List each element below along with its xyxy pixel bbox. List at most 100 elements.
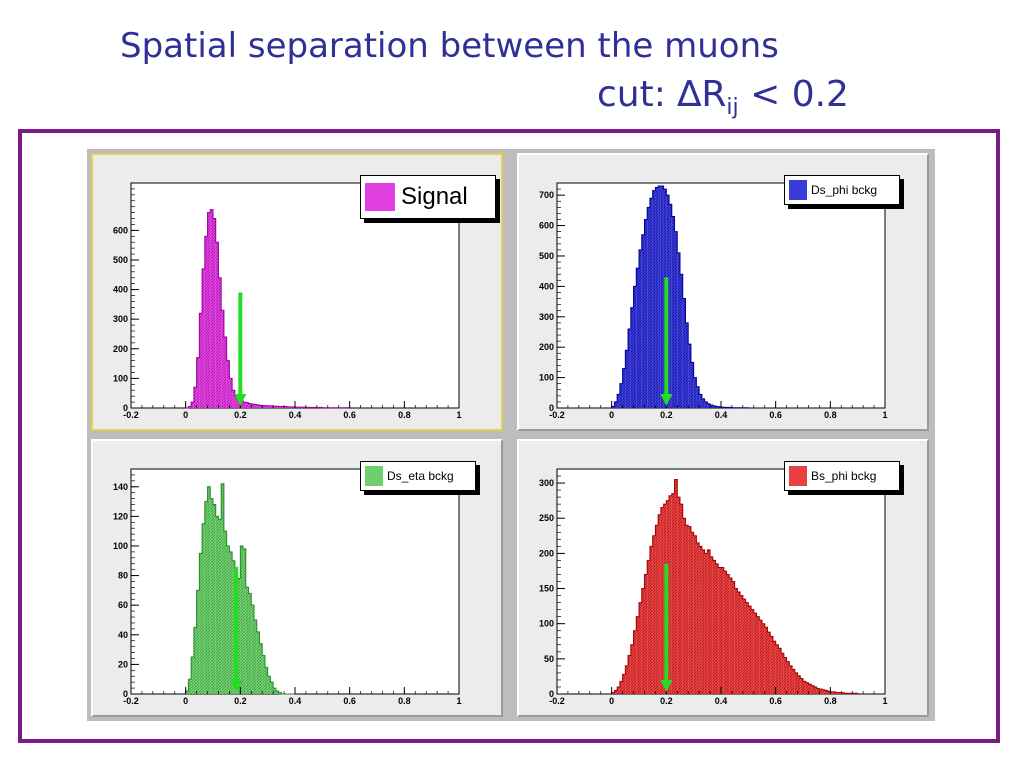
histogram-bar [196,357,200,408]
histogram-bar [218,277,222,408]
pad-ds-phi[interactable]: -0.2 0 0.2 0.4 0.6 0.8 1 0 100 200 300 400 500 600 700… [517,153,929,431]
legend-swatch-ds-phi [789,180,807,200]
histogram-bar [688,344,691,408]
histogram-bar [237,399,241,408]
histogram-bar [693,535,697,694]
histogram-bar [259,643,263,694]
histogram-bar [199,313,203,408]
histogram-bar [292,406,295,408]
histogram-bar [835,692,839,694]
y-tick-label: 600 [113,225,128,235]
legend-swatch-signal [365,183,395,211]
cut-suffix: < 0.2 [738,74,849,115]
histogram-bar [797,675,801,694]
y-tick-label: 100 [539,373,554,383]
histogram-bar [199,553,203,694]
histogram-bar [701,398,705,408]
legend-ds-phi: Ds_phi bckg [784,175,900,205]
histogram-bar [641,234,645,408]
histogram-bar [215,516,219,694]
cut-prefix: cut: [597,74,678,115]
histogram-bar [811,685,814,694]
legend-ds-eta: Ds_eta bckg [360,461,476,491]
histogram-bar [221,483,224,694]
histogram-bar [800,678,803,694]
histogram-bar [805,682,809,694]
x-tick-label: 1 [456,410,461,420]
histogram-bar [286,406,290,408]
histogram-bar [270,682,274,694]
histogram-bar [213,218,216,408]
histogram-bar [202,523,205,694]
histogram-bar [622,674,626,694]
histogram-bar [813,686,817,694]
histogram-bar [674,231,678,408]
y-tick-label: 300 [539,478,554,488]
histogram-bar [251,404,254,408]
histogram-bar [229,551,233,694]
histogram-bar [685,322,689,408]
y-tick-label: 140 [113,482,128,492]
histogram-bar [792,669,795,694]
y-tick-label: 200 [113,344,128,354]
y-axis: 0 100 200 300 400 500 600 700 [539,182,565,413]
x-tick-label: 0 [183,410,188,420]
x-tick-label: 0.2 [660,696,673,706]
histogram-bar [682,518,686,694]
pad-signal[interactable]: -0.2 0 0.2 0.4 0.6 0.8 1 0 100 200 300 400 500 600 Si… [91,153,503,431]
histogram-bar [617,394,620,408]
y-tick-label: 200 [539,342,554,352]
histogram-outline [611,479,859,694]
histogram-bar [742,599,746,694]
plot-area [556,182,886,409]
histogram-bar [207,212,211,408]
histogram-bar [633,286,637,408]
y-tick-label: 0 [123,403,128,413]
legend-swatch-ds-eta [365,466,383,486]
pad-bs-phi[interactable]: -0.2 0 0.2 0.4 0.6 0.8 1 0 50 100 150 200 250 300 Bs_… [517,439,929,717]
histogram-bar [696,386,700,408]
histogram-bar [636,616,639,694]
histogram-outline [185,209,351,409]
histogram-bar [226,360,230,408]
histogram-bar [248,403,252,408]
root-canvas: -0.2 0 0.2 0.4 0.6 0.8 1 0 100 200 300 400 500 600 Si… [87,149,935,721]
histogram-bar [669,495,672,694]
histogram-bar [226,545,230,694]
histogram-bar [658,186,661,408]
histogram-bar [644,574,648,694]
histogram-bar [740,595,743,694]
histogram-bar [751,609,754,694]
histogram-bar [647,560,650,694]
histogram-bar [628,655,631,694]
y-tick-label: 600 [539,221,554,231]
x-tick-label: -0.2 [549,696,565,706]
histogram-bar [262,655,265,694]
cut-arrow-head [660,680,673,692]
legend-swatch-bs-phi [789,466,807,486]
plot-area [130,182,460,409]
histogram-bar [281,406,285,408]
histogram-bar [660,507,664,694]
y-tick-label: 700 [539,190,554,200]
histogram-bar [193,627,197,694]
histogram-bar [262,405,265,408]
legend-label-ds-phi: Ds_phi bckg [811,183,878,197]
histogram-bar [191,402,194,408]
histogram-bar [677,252,680,408]
histogram-bar [218,519,222,694]
histogram-bar [767,632,771,694]
legend-label-bs-phi: Bs_phi bckg [811,469,877,483]
x-tick-label: 1 [882,696,887,706]
histogram-bar [275,691,279,694]
histogram-bar [712,560,716,694]
cut-arrow-head [230,680,243,692]
histogram-bar [243,402,246,408]
histogram-bar [693,377,697,408]
pad-ds-eta[interactable]: -0.2 0 0.2 0.4 0.6 0.8 1 0 20 40 60 80 100 120 140 Ds_… [91,439,503,717]
histogram-bar [210,498,213,694]
histogram-bar [611,406,615,408]
histogram-bar [284,406,287,408]
